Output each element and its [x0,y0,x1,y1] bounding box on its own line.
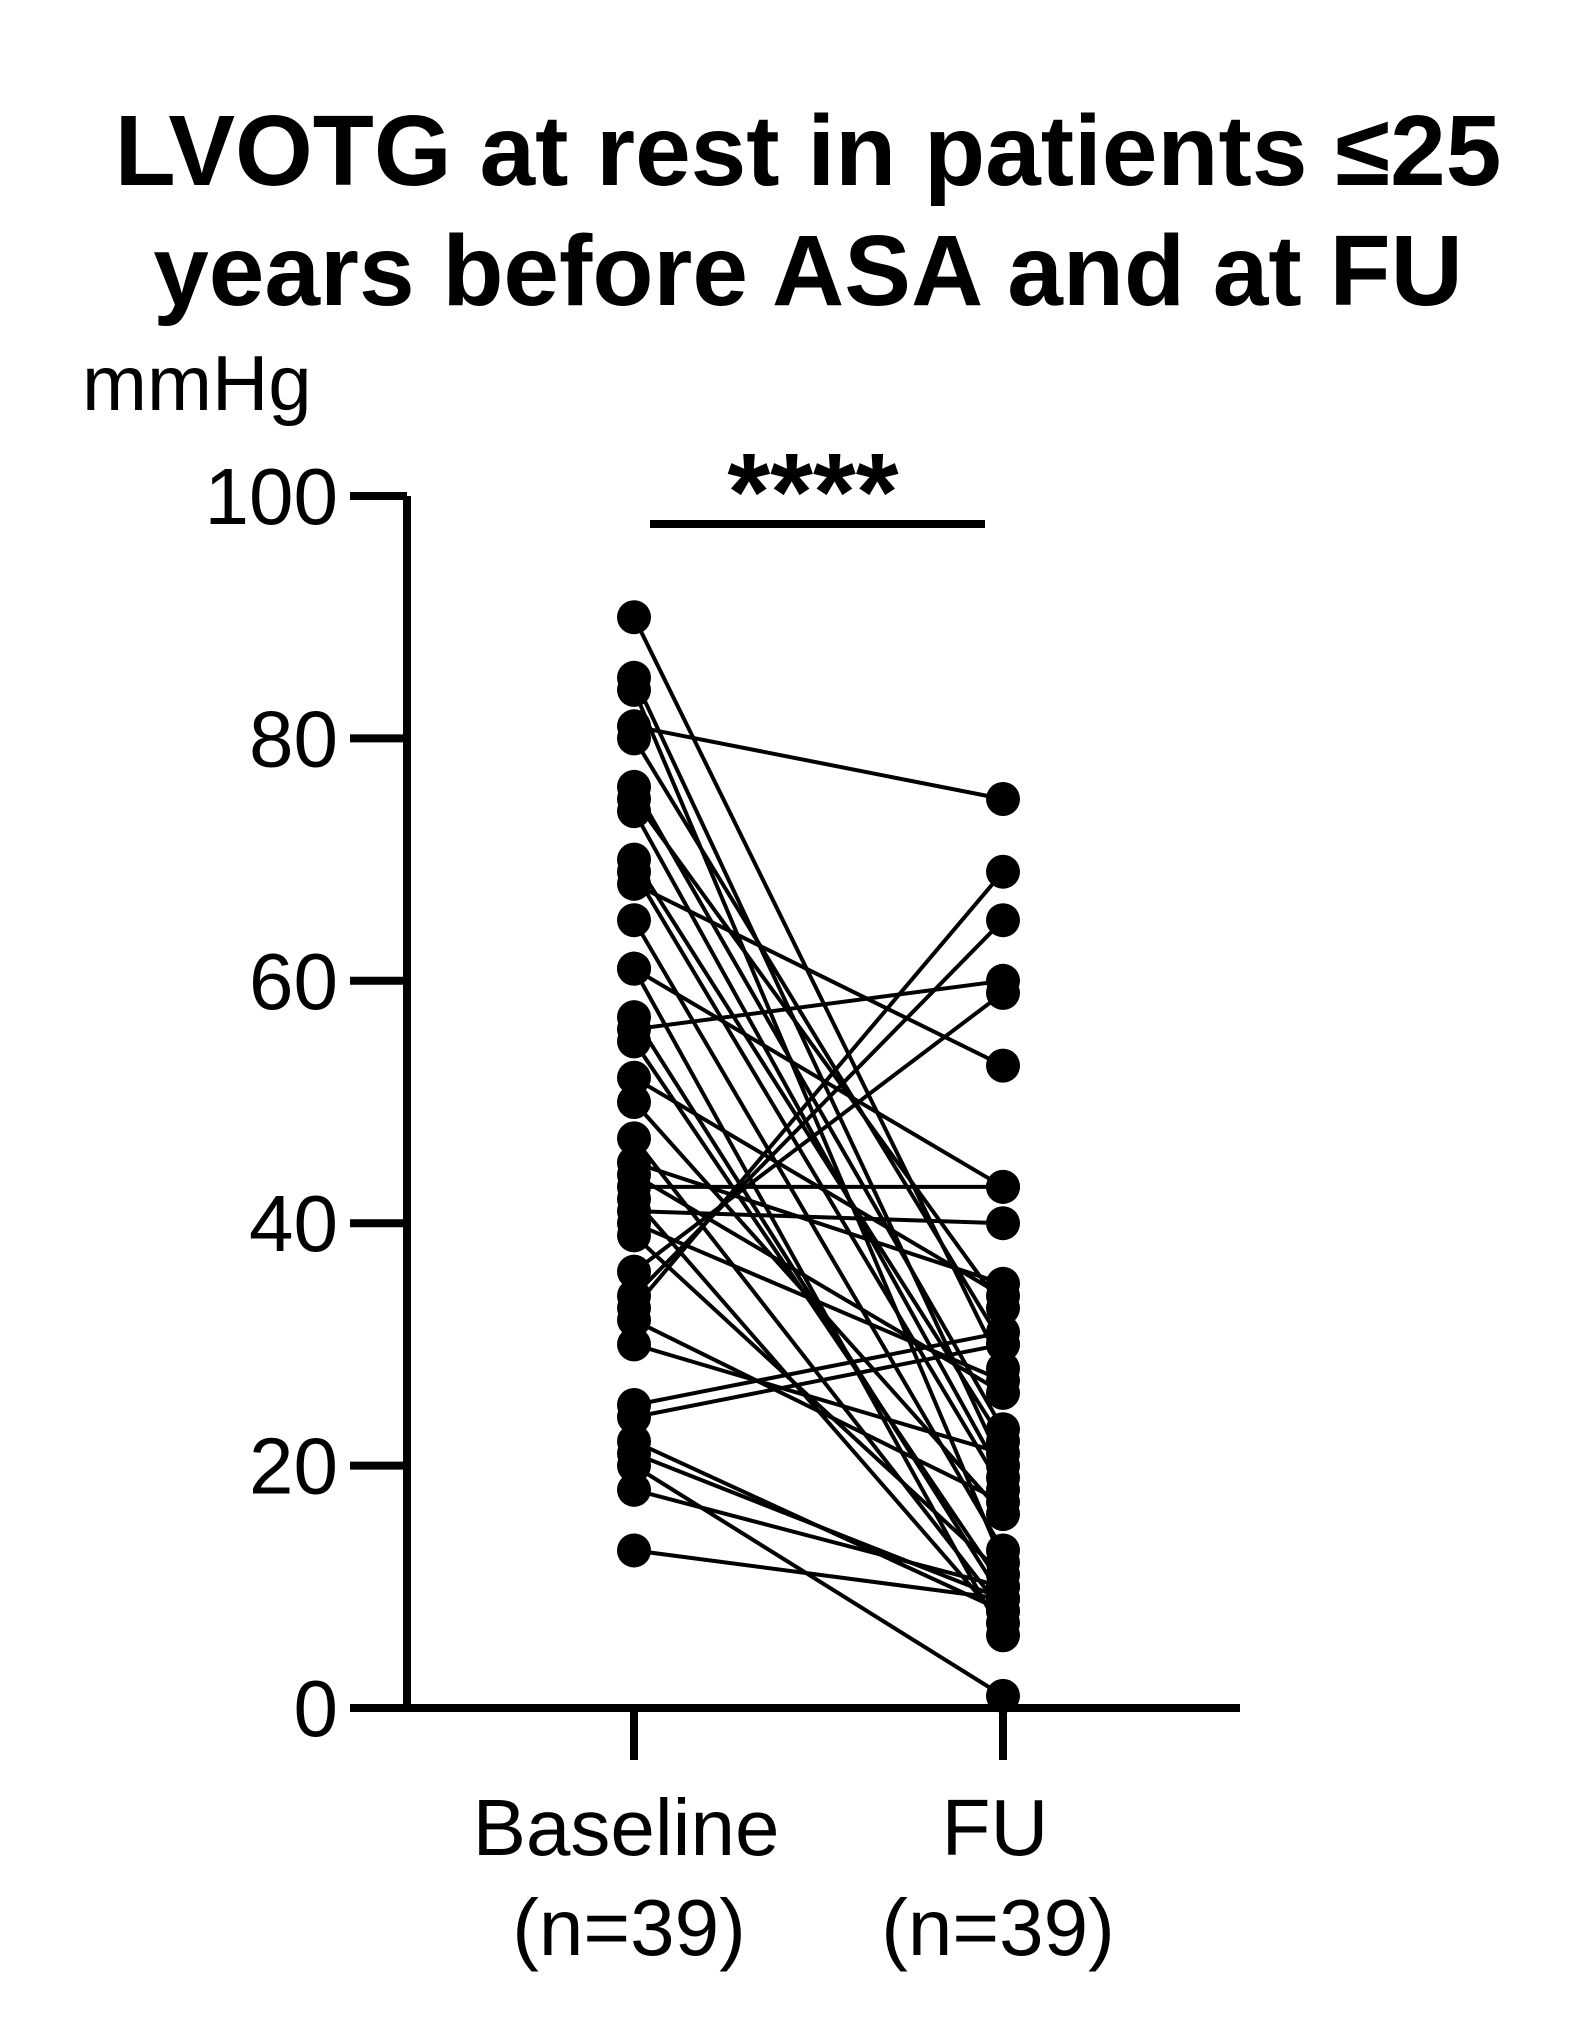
pair-line-38 [632,967,1005,1637]
baseline-point-32 [617,1400,651,1435]
fu-point-26 [986,975,1020,1010]
baseline-point-30 [617,1327,651,1362]
baseline-point-35 [617,1448,651,1483]
pair-lines [632,616,1005,1698]
fu-point-19 [986,1266,1020,1301]
pair-line-35 [632,1463,1005,1698]
pair-line-9 [632,870,1005,1491]
pair-line-14 [633,978,1004,1032]
pair-line-7 [632,810,1005,1479]
baseline-point-18 [617,1121,651,1156]
fu-point-11 [986,1533,1020,1568]
baseline-point-36 [617,1472,651,1507]
category-n-label-1: (n=39) [881,1883,1114,1972]
fu-point-21 [986,1169,1020,1204]
fu-point-30 [986,1436,1020,1471]
pair-line-1 [632,676,1005,1467]
y-tick-label-0: 0 [294,1664,339,1753]
pair-line-25 [632,1233,1005,1577]
baseline-point-7 [617,794,651,829]
pair-line-11 [632,919,1005,1552]
baseline-point-17 [617,1085,651,1119]
y-tick-label-100: 100 [205,452,338,541]
baseline-point-4 [617,721,651,756]
pair-line-19 [633,1160,1004,1286]
category-label-1: FU [942,1783,1049,1872]
significance-stars: **** [727,431,898,554]
category-label-0: Baseline [473,1783,780,1872]
chart-title-line-2: years before ASA and at FU [153,215,1463,327]
baseline-point-26 [617,1254,651,1289]
pair-line-28 [632,870,1005,1310]
baseline-point-0 [617,600,651,635]
y-tick-label-20: 20 [249,1422,338,1511]
pair-line-30 [633,1342,1004,1456]
fu-point-27 [986,903,1020,938]
pair-line-34 [633,1451,1004,1601]
y-tick-label-80: 80 [249,694,338,783]
x-axis-ticks: Baseline (n=39) FU (n=39) [473,1708,1115,1972]
pair-line-12 [632,966,1005,1189]
fu-point-37 [986,1581,1020,1616]
pair-line-3 [633,724,1004,801]
pair-line-6 [632,797,1005,1310]
y-tick-label-60: 60 [249,937,338,1026]
fu-point-32 [986,1327,1020,1362]
baseline-point-11 [617,903,651,938]
data-points [617,600,1020,1713]
pair-line-31 [633,1330,1004,1407]
pair-line-29 [633,1318,1004,1504]
baseline-point-38 [617,951,651,986]
y-axis-unit-label: mmHg [82,339,312,427]
baseline-point-29 [617,1303,651,1338]
baseline-point-15 [617,1024,651,1059]
pair-line-26 [632,991,1005,1274]
baseline-point-25 [617,1218,651,1253]
fu-point-23 [986,1206,1020,1241]
pair-line-10 [633,882,1004,1068]
fu-point-3 [986,782,1020,816]
category-n-label-0: (n=39) [512,1883,745,1972]
fu-point-10 [986,1048,1020,1083]
pair-line-2 [632,689,1005,1564]
pair-line-15 [632,1040,1005,1588]
pair-line-18 [632,1137,1005,1613]
pair-line-23 [633,1209,1004,1226]
pair-line-37 [633,1548,1004,1601]
fu-point-29 [986,1484,1020,1519]
baseline-point-16 [617,1060,651,1095]
pair-line-4 [632,737,1005,1346]
baseline-point-10 [617,866,651,901]
chart-title-line-1: LVOTG at rest in patients ≤25 [115,95,1502,207]
y-axis-ticks: 0 20 40 60 80 100 [205,452,407,1753]
y-tick-label-40: 40 [249,1179,338,1268]
pair-line-17 [632,1100,1005,1516]
pair-line-32 [633,1342,1004,1420]
fu-point-38 [986,1618,1020,1653]
baseline-point-37 [617,1533,651,1568]
pair-line-36 [633,1487,1004,1589]
fu-point-24 [986,1363,1020,1398]
baseline-point-2 [617,672,651,707]
fu-point-28 [986,854,1020,889]
